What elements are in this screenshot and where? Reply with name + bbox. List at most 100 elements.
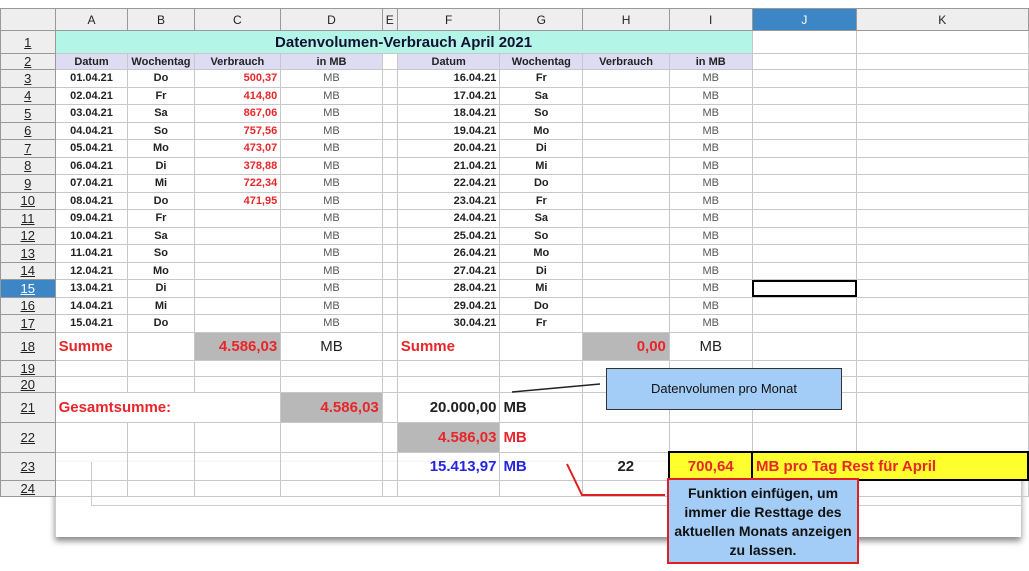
unit-cell[interactable]: MB	[668, 314, 753, 333]
date-cell[interactable]: 01.04.21	[54, 69, 129, 88]
column-label[interactable]: Verbrauch	[193, 53, 282, 70]
row-header[interactable]: 13	[0, 244, 56, 263]
cell[interactable]	[668, 421, 753, 453]
usage-cell[interactable]: 473,07	[193, 139, 282, 158]
table-row: 22 4.586,03 MB	[0, 421, 1029, 453]
date-cell[interactable]: 16.04.21	[396, 69, 501, 88]
cell[interactable]	[381, 53, 398, 70]
column-label[interactable]: Wochentag	[499, 53, 584, 70]
row-header[interactable]: 17	[0, 314, 56, 333]
spreadsheet-grid[interactable]: A B C D E F G H I J K 1 Datenvolumen-Verbrauch April…	[0, 8, 1029, 497]
row-header[interactable]: 2	[0, 53, 56, 70]
row-header[interactable]: 19	[0, 359, 56, 377]
table-row: 18 Summe 4.586,03 MB Summe 0,00 MB	[0, 331, 1029, 361]
weekday-cell[interactable]: Mi	[127, 174, 195, 193]
weekday-cell[interactable]: Do	[127, 314, 195, 333]
row-header[interactable]: 3	[0, 69, 56, 88]
date-cell[interactable]: 14.04.21	[54, 296, 129, 315]
summe-label[interactable]: Summe	[396, 331, 501, 361]
row-header[interactable]: 9	[0, 174, 56, 193]
cell[interactable]	[54, 421, 129, 453]
per-day-value[interactable]: 700,64	[668, 451, 754, 481]
weekday-cell[interactable]: Sa	[499, 209, 584, 228]
column-header[interactable]: H	[582, 8, 670, 31]
cell[interactable]	[193, 421, 282, 453]
cell[interactable]	[193, 479, 282, 497]
row-header[interactable]: 8	[0, 156, 56, 175]
cell[interactable]	[127, 421, 195, 453]
date-cell[interactable]: 04.04.21	[54, 121, 129, 140]
table-row: 6 04.04.21 So 757,56 MB 19.04.21 Mo MB	[0, 121, 1029, 140]
unit-cell[interactable]: MB	[280, 331, 383, 361]
unit-cell[interactable]: MB	[280, 226, 383, 245]
weekday-cell[interactable]: So	[127, 121, 195, 140]
cell[interactable]	[856, 421, 1029, 453]
column-label[interactable]: Datum	[54, 53, 129, 70]
date-cell[interactable]: 17.04.21	[396, 86, 501, 105]
cell[interactable]	[280, 421, 383, 453]
column-header[interactable]: F	[396, 8, 501, 31]
table-row: 9 07.04.21 Mi 722,34 MB 22.04.21 Do MB	[0, 174, 1029, 193]
used-value[interactable]: 4.586,03	[396, 421, 501, 453]
column-header[interactable]: B	[127, 8, 195, 31]
cell[interactable]	[381, 479, 398, 497]
date-cell[interactable]: 18.04.21	[396, 104, 501, 123]
cell[interactable]	[127, 479, 195, 497]
summe-right-value[interactable]: 0,00	[582, 331, 670, 361]
summe-left-value[interactable]: 4.586,03	[193, 331, 282, 361]
column-header[interactable]	[0, 8, 56, 31]
row-header[interactable]: 21	[0, 391, 56, 423]
column-label[interactable]: Datum	[396, 53, 501, 70]
weekday-cell[interactable]: Mi	[127, 296, 195, 315]
callout-function: Funktion einfügen, um immer die Resttage…	[667, 478, 859, 564]
row-header[interactable]: 23	[0, 451, 56, 481]
gesamt-label[interactable]: Gesamtsumme:	[54, 391, 282, 423]
date-cell[interactable]: 27.04.21	[396, 261, 501, 280]
usage-cell[interactable]: 722,34	[193, 174, 282, 193]
cell[interactable]	[499, 479, 584, 497]
column-label[interactable]: Wochentag	[127, 53, 195, 70]
callout-volume: Datenvolumen pro Monat	[606, 368, 842, 410]
weekday-cell[interactable]: Do	[499, 296, 584, 315]
row-header[interactable]: 18	[0, 331, 56, 361]
row-header[interactable]: 7	[0, 139, 56, 158]
row-header[interactable]: 11	[0, 209, 56, 228]
weekday-cell[interactable]: Mi	[499, 156, 584, 175]
table-row: 14 12.04.21 Mo MB 27.04.21 Di MB	[0, 261, 1029, 280]
date-cell[interactable]: 21.04.21	[396, 156, 501, 175]
weekday-cell[interactable]: Sa	[127, 226, 195, 245]
unit-cell[interactable]: MB	[499, 421, 584, 453]
table-row: 24	[0, 479, 1029, 497]
row-header[interactable]: 1	[0, 30, 56, 54]
row-header[interactable]: 22	[0, 421, 56, 453]
cell[interactable]	[127, 451, 195, 481]
date-cell[interactable]: 07.04.21	[54, 174, 129, 193]
column-header[interactable]: E	[381, 8, 398, 31]
column-label[interactable]: in MB	[280, 53, 383, 70]
cell[interactable]	[856, 391, 1029, 423]
cell[interactable]	[127, 331, 195, 361]
cell[interactable]	[856, 53, 1029, 70]
cell[interactable]	[193, 451, 282, 481]
table-row: 17 15.04.21 Do MB 30.04.21 Fr MB	[0, 314, 1029, 333]
date-cell[interactable]: 22.04.21	[396, 174, 501, 193]
gesamt-value[interactable]: 4.586,03	[280, 391, 383, 423]
weekday-cell[interactable]: Do	[499, 174, 584, 193]
usage-cell[interactable]: 471,95	[193, 191, 282, 210]
table-row: 11 09.04.21 Fr MB 24.04.21 Sa MB	[0, 209, 1029, 228]
cell[interactable]	[751, 30, 858, 54]
row-header[interactable]: 4	[0, 86, 56, 105]
rest-value[interactable]: 15.413,97	[396, 451, 501, 481]
date-cell[interactable]: 15.04.21	[54, 314, 129, 333]
unit-cell[interactable]: MB	[668, 331, 753, 361]
column-header[interactable]: I	[668, 8, 753, 31]
usage-cell[interactable]: 500,37	[193, 69, 282, 88]
table-row: 7 05.04.21 Mo 473,07 MB 20.04.21 Di MB	[0, 139, 1029, 158]
column-label[interactable]: Verbrauch	[582, 53, 670, 70]
weekday-cell[interactable]: Sa	[127, 104, 195, 123]
table-row: 2 Datum Wochentag Verbrauch in MB Datum Wochen…	[0, 53, 1029, 70]
per-day-label[interactable]: MB pro Tag Rest für April	[751, 451, 1029, 481]
volume-value[interactable]: 20.000,00	[396, 391, 501, 423]
usage-cell[interactable]: 867,06	[193, 104, 282, 123]
